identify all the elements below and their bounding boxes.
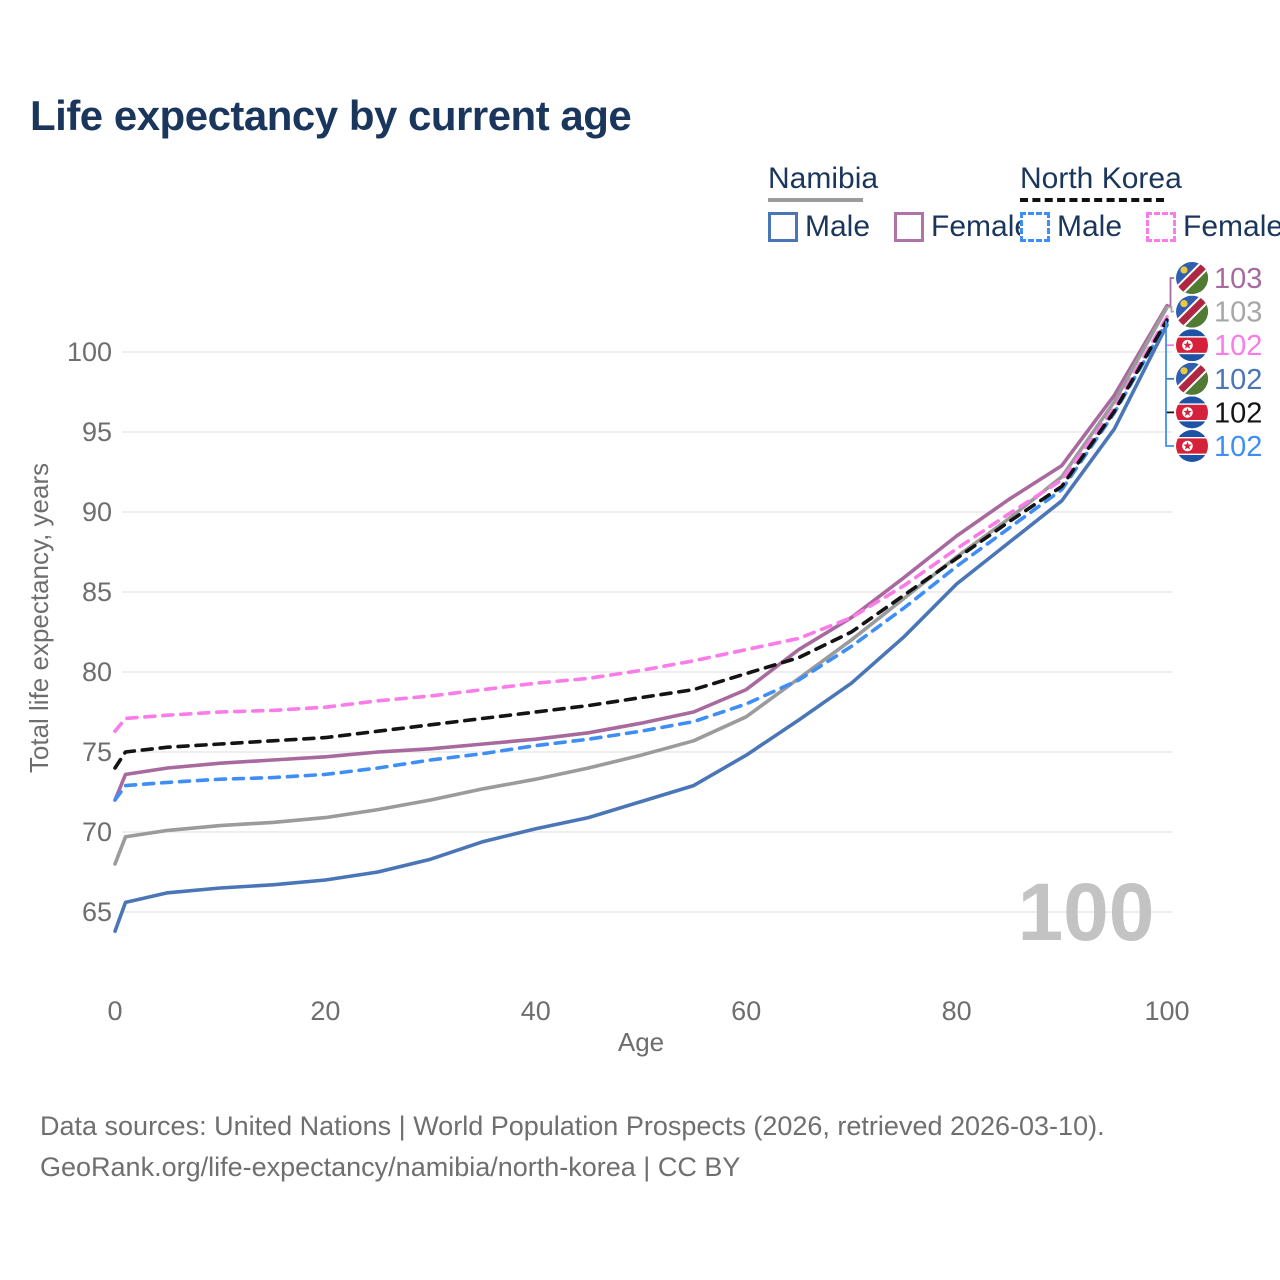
page-title: Life expectancy by current age xyxy=(30,92,632,139)
end-label-value: 102 xyxy=(1214,431,1262,463)
legend-item-label: Female xyxy=(931,210,1032,243)
y-tick-label: 70 xyxy=(82,817,112,847)
end-label-north-korea-male: 102 xyxy=(1176,430,1262,463)
legend-item-namibia-female[interactable]: Female xyxy=(894,210,1031,244)
x-tick-label: 20 xyxy=(310,996,340,1026)
end-label-north-korea-both: 102 xyxy=(1176,396,1262,429)
legend-swatch-north-korea-female xyxy=(1146,212,1177,242)
series-line-north-korea-female[interactable] xyxy=(113,315,1169,733)
end-label-namibia-male: 102 xyxy=(1176,362,1262,396)
legend-item-namibia-male[interactable]: Male xyxy=(768,210,870,244)
legend-item-north-korea-male[interactable]: Male xyxy=(1020,210,1122,244)
y-axis-tick-labels: 65 70 75 80 85 90 95 100 xyxy=(67,337,112,927)
end-label-value: 102 xyxy=(1214,397,1262,429)
legend-underline-namibia xyxy=(768,198,863,202)
namibia-flag-icon xyxy=(1176,262,1208,294)
watermark-age-indicator: 100 xyxy=(1018,867,1155,958)
legend-group-namibia: Namibia Male Female xyxy=(768,164,1055,244)
namibia-flag-icon xyxy=(1176,295,1208,328)
chart-canvas[interactable]: 100 65 70 75 80 85 90 95 100 0 20 40 60 80 100 Total… xyxy=(0,0,1280,1080)
end-label-value: 103 xyxy=(1214,263,1262,295)
north-korea-flag-icon xyxy=(1176,430,1208,462)
legend-underline-north-korea xyxy=(1020,198,1164,202)
legend-item-label: Female xyxy=(1183,210,1280,243)
y-tick-label: 95 xyxy=(82,417,112,447)
legend-item-north-korea-female[interactable]: Female xyxy=(1146,210,1280,244)
end-label-value: 103 xyxy=(1214,297,1262,329)
legend-item-label: Male xyxy=(1057,210,1123,243)
legend-item-label: Male xyxy=(805,210,871,243)
footer-data-sources: Data sources: United Nations | World Pop… xyxy=(40,1111,1105,1141)
y-tick-label: 65 xyxy=(82,897,112,927)
end-label-namibia-female: 103 xyxy=(1176,262,1262,295)
end-label-value: 102 xyxy=(1214,330,1262,362)
series-line-north-korea-male[interactable] xyxy=(113,319,1169,802)
legend-swatch-namibia-female xyxy=(894,212,925,242)
end-label-leader xyxy=(1167,306,1174,313)
y-axis-title: Total life expectancy, years xyxy=(24,463,54,773)
legend-group-label-namibia: Namibia xyxy=(768,162,879,195)
gridlines xyxy=(122,351,1172,913)
chart-footer: Data sources: United Nations | World Pop… xyxy=(40,1106,1105,1188)
x-tick-label: 60 xyxy=(731,996,761,1026)
x-tick-label: 0 xyxy=(107,996,122,1026)
series-line-namibia-both[interactable] xyxy=(113,305,1169,866)
end-label-value: 102 xyxy=(1214,364,1262,396)
namibia-flag-icon xyxy=(1176,362,1208,395)
north-korea-flag-icon xyxy=(1176,396,1208,429)
y-tick-label: 85 xyxy=(82,577,112,607)
series-line-north-korea-both[interactable] xyxy=(113,318,1169,770)
legend-group-north-korea: North Korea Male Female xyxy=(1020,164,1280,244)
y-tick-label: 90 xyxy=(82,497,112,527)
series-lines xyxy=(113,303,1169,933)
x-axis-tick-labels: 0 20 40 60 80 100 xyxy=(107,996,1189,1026)
series-line-namibia-male[interactable] xyxy=(113,323,1169,933)
y-tick-label: 100 xyxy=(67,337,112,367)
x-axis-title: Age xyxy=(618,1027,664,1057)
end-label-namibia-both: 103 xyxy=(1176,295,1262,329)
end-label-north-korea-female: 102 xyxy=(1176,329,1262,362)
legend-swatch-namibia-male xyxy=(768,212,798,242)
footer-attribution: GeoRank.org/life-expectancy/namibia/nort… xyxy=(40,1152,741,1182)
end-label-leader xyxy=(1167,277,1174,307)
x-tick-label: 100 xyxy=(1144,996,1189,1026)
y-tick-label: 80 xyxy=(82,657,112,687)
legend-swatch-north-korea-male xyxy=(1020,212,1050,242)
y-tick-label: 75 xyxy=(82,737,112,767)
x-tick-label: 80 xyxy=(942,996,972,1026)
north-korea-flag-icon xyxy=(1176,329,1208,362)
series-line-namibia-female[interactable] xyxy=(113,303,1169,802)
x-tick-label: 40 xyxy=(521,996,551,1026)
end-label-leader xyxy=(1165,320,1174,447)
legend-group-label-north-korea: North Korea xyxy=(1020,162,1182,195)
